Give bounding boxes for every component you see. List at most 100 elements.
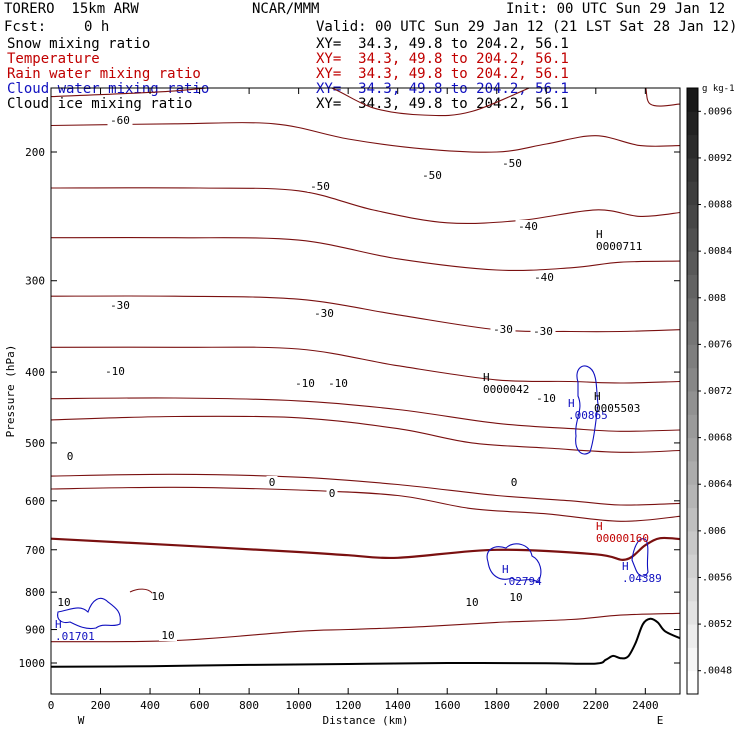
high-value: .01701 <box>55 630 95 643</box>
high-marker: H <box>483 371 490 384</box>
y-tick-label: 500 <box>25 437 45 450</box>
temperature-contour <box>51 122 680 153</box>
contour-label-bg <box>64 450 76 462</box>
field-xy-temperature: XY= 34.3, 49.8 to 204.2, 56.1 <box>316 51 569 67</box>
colorbar-tick-label: .0076 <box>702 339 732 350</box>
contour-label-bg <box>533 392 559 404</box>
high-value: 0000042 <box>483 383 529 396</box>
plot-frame <box>50 87 681 695</box>
colorbar-segment <box>687 530 698 555</box>
contour-label: 10 <box>151 590 164 603</box>
contour-label-bg <box>107 114 133 126</box>
fcst-value: 0 h <box>84 19 110 35</box>
contour-label-bg <box>508 476 520 488</box>
x-tick-label: 1000 <box>285 699 312 712</box>
contour-label: 0 <box>67 450 74 463</box>
colorbar-tick-label: .0096 <box>702 106 732 117</box>
colorbar-segment <box>687 297 698 322</box>
colorbar-segment <box>687 367 698 392</box>
temperature-contour <box>51 88 680 117</box>
contour-label-bg <box>490 323 516 335</box>
contour-label: -60 <box>110 114 130 127</box>
colorbar-segment <box>687 321 698 345</box>
x-tick-label: 1600 <box>434 699 461 712</box>
y-tick-label: 200 <box>25 146 45 159</box>
colorbar-segment <box>687 484 698 509</box>
plot-area: -60-50-50-50-40-40-30-30-30 -30-10-10 -10-… <box>51 88 680 668</box>
x-tick-label: 600 <box>190 699 210 712</box>
high-value: .00865 <box>568 409 608 422</box>
colorbar-segment <box>687 274 698 299</box>
colorbar-tick-label: .0092 <box>702 153 732 164</box>
y-tick-label: 700 <box>25 544 45 557</box>
contour-label-bg <box>499 157 525 169</box>
x-axis-label: Distance (km) <box>322 714 408 727</box>
colorbar-segment <box>687 251 698 275</box>
colorbar-tick-label: .008 <box>702 293 726 304</box>
y-tick-label: 800 <box>25 586 45 599</box>
temperature-contour <box>51 536 680 561</box>
contour-label: -40 <box>534 271 554 284</box>
colorbar-tick-label: .0056 <box>702 572 732 583</box>
contour-label-bg <box>530 325 556 337</box>
contour-label-bg <box>159 629 177 641</box>
contour-label-bg <box>102 365 128 377</box>
contour-label-bg <box>463 596 481 608</box>
colorbar-segment <box>687 600 698 625</box>
high-marker: H <box>594 390 601 403</box>
temperature-contour <box>51 187 680 225</box>
x-tick-label: 1800 <box>483 699 510 712</box>
x-tick-label: 1400 <box>384 699 411 712</box>
colorbar-tick-label: .0068 <box>702 433 732 444</box>
high-value: .04389 <box>622 572 662 585</box>
contour-label: -40 <box>518 220 538 233</box>
field-xy-cloud-ice: XY= 34.3, 49.8 to 204.2, 56.1 <box>316 96 569 112</box>
contour-label-bg <box>307 180 333 192</box>
high-value: 0005503 <box>594 402 640 415</box>
colorbar-tick-label: .0072 <box>702 386 732 397</box>
colorbar-tick-label: .0052 <box>702 619 732 630</box>
contour-label-bg <box>266 476 278 488</box>
high-marker: H <box>596 228 603 241</box>
high-marker: H <box>622 560 629 573</box>
high-value: 0000711 <box>596 240 642 253</box>
x-tick-label: 200 <box>91 699 111 712</box>
contour-label: 10 <box>161 629 174 642</box>
x-tick-label: 1200 <box>335 699 362 712</box>
contour-label: -30 <box>493 323 513 336</box>
contour-label: 0 <box>511 476 518 489</box>
colorbar-segment <box>687 414 698 439</box>
y-tick-label: 1000 <box>19 657 46 670</box>
temperature-contour <box>51 236 680 272</box>
x-tick-label: 2400 <box>632 699 659 712</box>
temperature-contour <box>51 473 680 506</box>
x-tick-label: 2200 <box>583 699 610 712</box>
contour-label-bg <box>292 377 318 389</box>
init-time: Init: 00 UTC Sun 29 Jan 12 <box>506 1 726 17</box>
cloud-water-contour <box>575 365 599 455</box>
high-value: .02794 <box>502 575 542 588</box>
contour-label: 0 <box>329 487 336 500</box>
contour-label: -10 <box>536 392 556 405</box>
model-title: TORERO 15km ARW <box>4 1 139 17</box>
field-name-cloud-ice: Cloud ice mixing ratio <box>7 96 193 112</box>
high-value: 00000160 <box>596 532 649 545</box>
y-tick-label: 300 <box>25 275 45 288</box>
valid-time: Valid: 00 UTC Sun 29 Jan 12 (21 LST Sat … <box>316 19 738 35</box>
temperature-contour <box>51 486 680 522</box>
contour-label: -10 <box>105 365 125 378</box>
x-tick-label: 800 <box>239 699 259 712</box>
contour-label-bg <box>531 271 557 283</box>
contour-label-bg <box>311 307 337 319</box>
contour-label: 10 <box>509 591 522 604</box>
y-axis-label: Pressure (hPa) <box>4 345 17 438</box>
field-xy-cloud-water: XY= 34.3, 49.8 to 204.2, 56.1 <box>316 81 569 97</box>
colorbar-segment <box>687 181 698 206</box>
contour-label-bg <box>107 299 133 311</box>
contour-label: -50 <box>310 180 330 193</box>
colorbar-segment <box>687 204 698 229</box>
colorbar-segment <box>687 437 698 462</box>
contour-label: 10 <box>465 596 478 609</box>
contour-label-bg <box>507 591 525 603</box>
